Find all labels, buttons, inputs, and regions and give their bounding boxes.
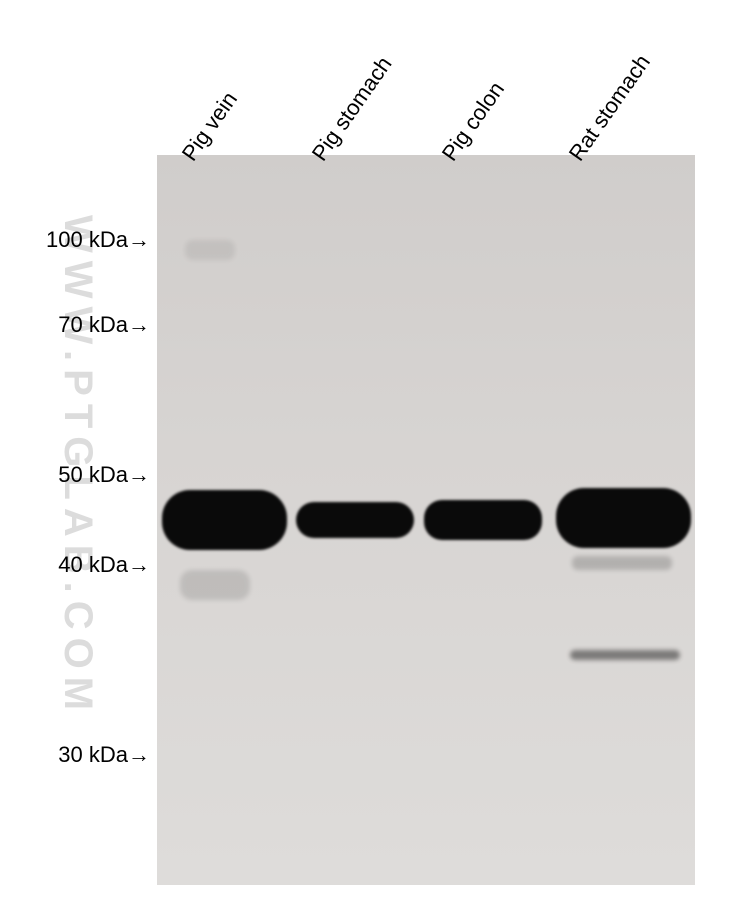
marker-label: 40 kDa→ xyxy=(58,552,150,578)
arrow-right-icon: → xyxy=(128,312,150,337)
arrow-right-icon: → xyxy=(128,227,150,252)
blot-band xyxy=(162,490,287,550)
marker-value: 70 kDa xyxy=(58,312,128,337)
lane-label: Pig stomach xyxy=(307,52,398,166)
arrow-right-icon: → xyxy=(128,462,150,487)
marker-label: 30 kDa→ xyxy=(58,742,150,768)
blot-band xyxy=(572,556,672,570)
lane-label: Pig colon xyxy=(437,77,510,166)
blot-band xyxy=(296,502,414,538)
western-blot-figure: WWW.PTGLAB.COM Pig veinPig stomachPig co… xyxy=(0,0,745,900)
marker-value: 40 kDa xyxy=(58,552,128,577)
blot-band xyxy=(424,500,542,540)
arrow-right-icon: → xyxy=(128,552,150,577)
marker-value: 50 kDa xyxy=(58,462,128,487)
blot-band xyxy=(570,650,680,660)
arrow-right-icon: → xyxy=(128,742,150,767)
marker-value: 100 kDa xyxy=(46,227,128,252)
marker-value: 30 kDa xyxy=(58,742,128,767)
blot-band xyxy=(185,240,235,260)
blot-band xyxy=(556,488,691,548)
lane-label: Rat stomach xyxy=(564,50,656,166)
marker-label: 50 kDa→ xyxy=(58,462,150,488)
blot-band xyxy=(180,570,250,600)
marker-label: 70 kDa→ xyxy=(58,312,150,338)
marker-label: 100 kDa→ xyxy=(46,227,150,253)
